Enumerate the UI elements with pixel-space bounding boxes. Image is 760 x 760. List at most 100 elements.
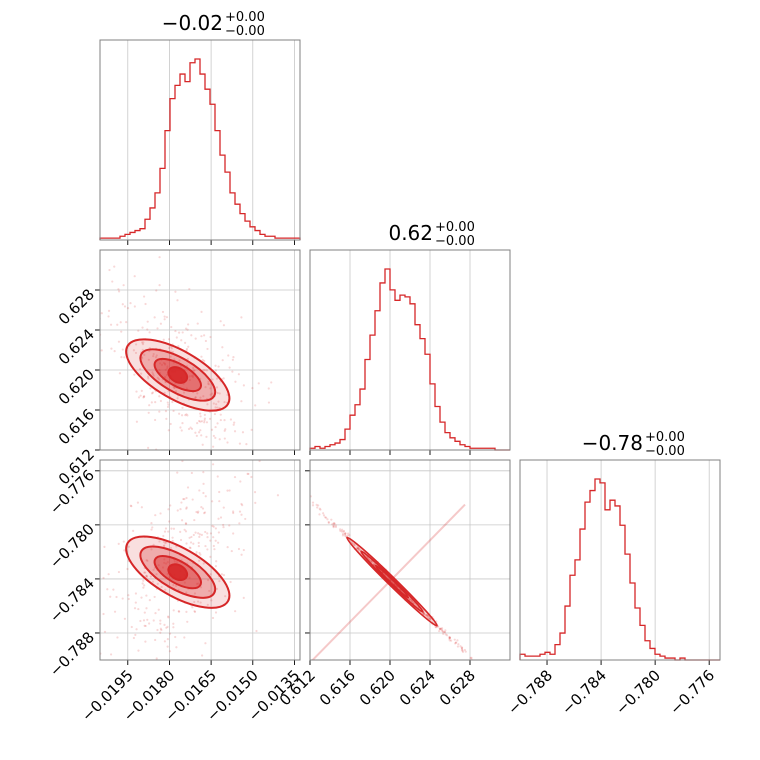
sample-point bbox=[230, 549, 233, 553]
sample-point bbox=[276, 494, 280, 497]
sample-point bbox=[199, 415, 202, 418]
sample-point bbox=[168, 632, 172, 635]
sample-point bbox=[177, 345, 180, 348]
panel-background bbox=[100, 250, 300, 450]
sample-point bbox=[183, 497, 186, 501]
sample-point bbox=[188, 536, 191, 539]
sample-point bbox=[150, 548, 153, 551]
sample-point bbox=[177, 610, 180, 613]
sample-point bbox=[202, 482, 205, 485]
sample-point bbox=[183, 636, 186, 639]
sample-point bbox=[203, 421, 206, 424]
sample-point bbox=[146, 618, 149, 621]
sample-point bbox=[149, 575, 152, 578]
sample-point bbox=[123, 356, 126, 359]
sample-point bbox=[200, 420, 204, 423]
sample-point bbox=[151, 391, 155, 394]
sample-point bbox=[200, 533, 203, 536]
sample-point bbox=[189, 541, 193, 544]
sample-point bbox=[218, 392, 221, 395]
sample-point bbox=[324, 516, 328, 519]
sample-point bbox=[311, 501, 315, 504]
sample-point bbox=[357, 547, 360, 550]
sample-point bbox=[169, 355, 172, 358]
sample-point bbox=[182, 391, 186, 394]
sample-point bbox=[332, 522, 335, 525]
sample-point bbox=[176, 471, 179, 474]
sample-point bbox=[232, 423, 235, 426]
sample-point bbox=[197, 541, 200, 544]
density-contour bbox=[167, 563, 189, 582]
sample-point bbox=[448, 636, 451, 639]
sample-point bbox=[216, 475, 219, 478]
sample-point bbox=[100, 312, 103, 315]
sample-point bbox=[185, 610, 188, 613]
sample-point bbox=[226, 441, 229, 444]
sample-point bbox=[200, 355, 203, 358]
sample-point bbox=[122, 284, 125, 287]
sample-point bbox=[137, 649, 140, 652]
sample-point bbox=[109, 323, 113, 326]
sample-point bbox=[207, 380, 210, 383]
sample-point bbox=[206, 603, 209, 606]
sample-point bbox=[144, 624, 147, 628]
sample-point bbox=[143, 624, 146, 627]
sample-point bbox=[167, 403, 170, 406]
sample-point bbox=[301, 493, 303, 495]
sample-point bbox=[145, 574, 148, 577]
sample-point bbox=[212, 536, 215, 539]
sample-point bbox=[152, 373, 155, 376]
sample-point bbox=[440, 627, 444, 630]
sample-point bbox=[190, 374, 193, 378]
sample-point bbox=[214, 406, 217, 409]
sample-point bbox=[332, 525, 335, 529]
sample-point bbox=[214, 539, 217, 542]
sample-point bbox=[218, 438, 221, 441]
sample-point bbox=[357, 546, 360, 550]
sample-point bbox=[154, 356, 158, 359]
sample-point bbox=[222, 377, 225, 380]
sample-point bbox=[408, 598, 411, 601]
sample-point bbox=[211, 378, 214, 381]
sample-point bbox=[179, 426, 182, 429]
sample-point bbox=[143, 611, 146, 614]
sample-point bbox=[165, 316, 169, 319]
sample-point bbox=[129, 504, 132, 507]
sample-point bbox=[159, 631, 162, 634]
sample-point bbox=[231, 370, 234, 373]
sample-point bbox=[206, 548, 209, 551]
sample-point bbox=[173, 386, 176, 390]
sample-point bbox=[358, 548, 361, 551]
sample-point bbox=[237, 373, 240, 376]
sample-point bbox=[155, 573, 158, 576]
sample-point bbox=[215, 386, 219, 389]
sample-point bbox=[204, 642, 207, 645]
sample-point bbox=[181, 406, 184, 409]
sample-point bbox=[190, 471, 193, 475]
sample-point bbox=[173, 560, 176, 563]
sample-point bbox=[135, 420, 139, 423]
sample-point bbox=[270, 381, 273, 384]
sample-point bbox=[209, 555, 212, 558]
sample-point bbox=[111, 280, 114, 283]
sample-point bbox=[152, 568, 155, 571]
sample-point bbox=[499, 685, 501, 687]
sample-point bbox=[167, 616, 170, 619]
sample-point bbox=[146, 375, 150, 378]
sample-point bbox=[206, 536, 209, 539]
panel-background bbox=[520, 460, 720, 660]
sample-point bbox=[199, 396, 202, 399]
sample-point bbox=[214, 527, 217, 530]
sample-point bbox=[195, 510, 198, 514]
sample-point bbox=[164, 368, 167, 372]
sample-point bbox=[216, 391, 219, 395]
sample-point bbox=[150, 528, 153, 531]
sample-point bbox=[177, 331, 181, 334]
sample-point bbox=[341, 534, 345, 537]
sample-point bbox=[142, 395, 146, 398]
sample-point bbox=[142, 619, 146, 622]
sample-point bbox=[222, 525, 225, 529]
sample-point bbox=[145, 575, 149, 578]
sample-point bbox=[97, 630, 99, 632]
sample-point bbox=[175, 646, 178, 649]
